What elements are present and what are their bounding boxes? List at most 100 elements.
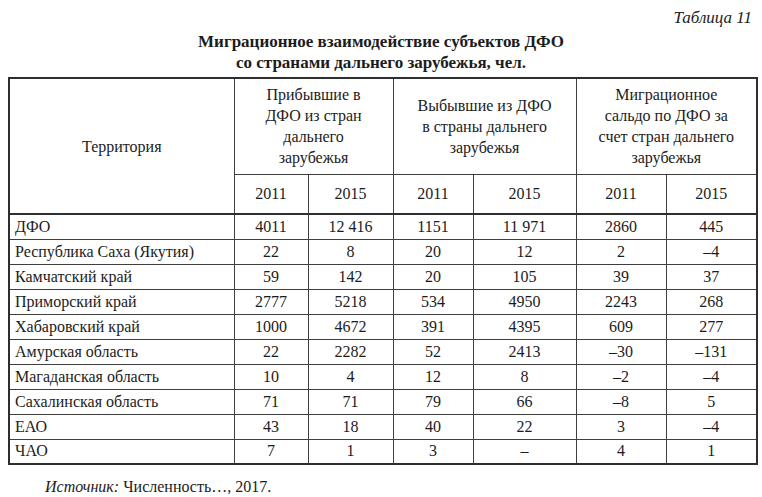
year-header-balance-2015: 2015 — [666, 174, 757, 214]
value-cell: 2243 — [576, 289, 666, 314]
value-cell: 10 — [234, 364, 308, 389]
value-cell: 12 — [393, 364, 473, 389]
value-cell: 105 — [473, 264, 576, 289]
value-cell: 1 — [666, 439, 757, 464]
table-number-label: Таблица 11 — [0, 0, 762, 28]
value-cell: 2282 — [308, 339, 393, 364]
territory-cell: Хабаровский край — [9, 314, 234, 339]
header-group-row: Территория Прибывшие в ДФО из стран даль… — [9, 78, 757, 174]
value-cell: 2 — [576, 239, 666, 264]
value-cell: 20 — [393, 264, 473, 289]
year-header-departed-2011: 2011 — [393, 174, 473, 214]
column-group-arrived-line: ДФО из стран — [239, 105, 389, 126]
value-cell: 277 — [666, 314, 757, 339]
value-cell: 66 — [473, 389, 576, 414]
value-cell: 609 — [576, 314, 666, 339]
table-title: Миграционное взаимодействие субъектов ДФ… — [0, 31, 762, 73]
value-cell: 1151 — [393, 214, 473, 239]
value-cell: 3 — [393, 439, 473, 464]
value-cell: 22 — [234, 339, 308, 364]
value-cell: 4 — [308, 364, 393, 389]
table-header: Территория Прибывшие в ДФО из стран даль… — [9, 78, 757, 214]
source-note: Источник: Численность…, 2017. — [45, 478, 762, 496]
value-cell: 37 — [666, 264, 757, 289]
value-cell: –8 — [576, 389, 666, 414]
value-cell: 268 — [666, 289, 757, 314]
value-cell: 22 — [473, 414, 576, 439]
value-cell: 18 — [308, 414, 393, 439]
column-group-departed: Выбывшие из ДФО в страны дальнего зарубе… — [393, 78, 576, 174]
table-body: ДФО 4011 12 416 1151 11 971 2860 445 Рес… — [9, 214, 757, 464]
column-group-departed-line: в страны дальнего — [398, 116, 572, 137]
value-cell: 2777 — [234, 289, 308, 314]
value-cell: 391 — [393, 314, 473, 339]
value-cell: 4950 — [473, 289, 576, 314]
value-cell: 59 — [234, 264, 308, 289]
table-title-line2: со странами дальнего зарубежья, чел. — [0, 52, 762, 73]
territory-cell: Приморский край — [9, 289, 234, 314]
territory-cell: ДФО — [9, 214, 234, 239]
table-row: Амурская область 22 2282 52 2413 –30 –13… — [9, 339, 757, 364]
column-group-departed-line: Выбывшие из ДФО — [398, 95, 572, 116]
territory-cell: Амурская область — [9, 339, 234, 364]
column-header-territory: Территория — [9, 78, 234, 214]
column-group-balance: Миграционное сальдо по ДФО за счет стран… — [576, 78, 757, 174]
migration-table: Территория Прибывшие в ДФО из стран даль… — [8, 77, 758, 465]
column-group-arrived-line: зарубежья — [239, 147, 389, 168]
column-group-arrived-line: Прибывшие в — [239, 84, 389, 105]
table-row: Магаданская область 10 4 12 8 –2 –4 — [9, 364, 757, 389]
value-cell: 4 — [576, 439, 666, 464]
column-group-balance-line: Миграционное — [581, 84, 753, 105]
table-row: Приморский край 2777 5218 534 4950 2243 … — [9, 289, 757, 314]
value-cell: 12 — [473, 239, 576, 264]
value-cell: 4395 — [473, 314, 576, 339]
year-header-balance-2011: 2011 — [576, 174, 666, 214]
column-group-arrived-line: дальнего — [239, 126, 389, 147]
table-row: ЧАО 7 1 3 – 4 1 — [9, 439, 757, 464]
year-header-departed-2015: 2015 — [473, 174, 576, 214]
territory-cell: ЧАО — [9, 439, 234, 464]
value-cell: 534 — [393, 289, 473, 314]
territory-cell: Магаданская область — [9, 364, 234, 389]
value-cell: 12 416 — [308, 214, 393, 239]
value-cell: 8 — [308, 239, 393, 264]
value-cell: 1 — [308, 439, 393, 464]
value-cell: 4011 — [234, 214, 308, 239]
value-cell: 22 — [234, 239, 308, 264]
value-cell: –30 — [576, 339, 666, 364]
value-cell: 43 — [234, 414, 308, 439]
value-cell: – — [473, 439, 576, 464]
value-cell: –4 — [666, 414, 757, 439]
value-cell: 2860 — [576, 214, 666, 239]
value-cell: 71 — [234, 389, 308, 414]
value-cell: –4 — [666, 239, 757, 264]
value-cell: –4 — [666, 364, 757, 389]
table-row: Республика Саха (Якутия) 22 8 20 12 2 –4 — [9, 239, 757, 264]
value-cell: 1000 — [234, 314, 308, 339]
value-cell: 8 — [473, 364, 576, 389]
territory-cell: Республика Саха (Якутия) — [9, 239, 234, 264]
table-row: Камчатский край 59 142 20 105 39 37 — [9, 264, 757, 289]
source-label: Источник: — [45, 478, 119, 495]
value-cell: 5 — [666, 389, 757, 414]
value-cell: 11 971 — [473, 214, 576, 239]
value-cell: 4672 — [308, 314, 393, 339]
value-cell: 142 — [308, 264, 393, 289]
value-cell: 5218 — [308, 289, 393, 314]
source-text: Численность…, 2017. — [119, 478, 271, 495]
value-cell: 445 — [666, 214, 757, 239]
table-row: Хабаровский край 1000 4672 391 4395 609 … — [9, 314, 757, 339]
table-row: ЕАО 43 18 40 22 3 –4 — [9, 414, 757, 439]
value-cell: 40 — [393, 414, 473, 439]
value-cell: 2413 — [473, 339, 576, 364]
territory-cell: ЕАО — [9, 414, 234, 439]
value-cell: 52 — [393, 339, 473, 364]
value-cell: 71 — [308, 389, 393, 414]
column-group-balance-line: счет стран дальнего — [581, 126, 753, 147]
value-cell: 79 — [393, 389, 473, 414]
year-header-arrived-2011: 2011 — [234, 174, 308, 214]
table-row: Сахалинская область 71 71 79 66 –8 5 — [9, 389, 757, 414]
value-cell: 39 — [576, 264, 666, 289]
value-cell: –2 — [576, 364, 666, 389]
value-cell: 20 — [393, 239, 473, 264]
